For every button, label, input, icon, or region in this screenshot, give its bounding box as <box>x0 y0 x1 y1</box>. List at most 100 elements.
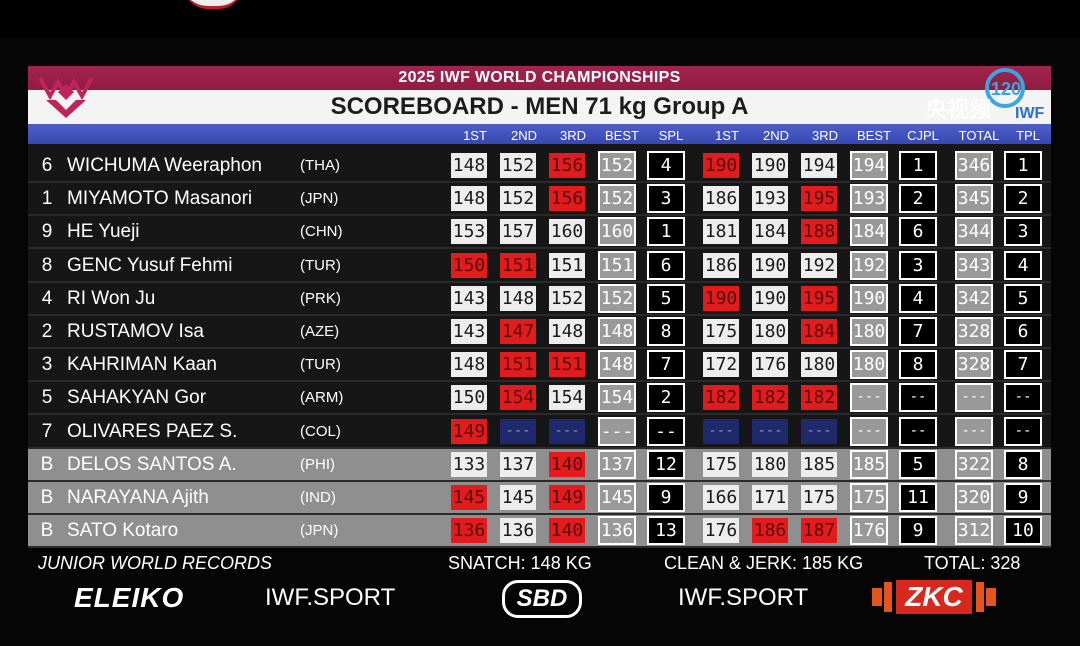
cj-attempt-1: 175 <box>703 319 739 344</box>
snatch-attempt-3: 148 <box>549 319 585 344</box>
sbd-logo: SBD <box>502 580 582 618</box>
lot-number: B <box>40 487 54 508</box>
cj-place: 8 <box>899 350 937 380</box>
cj-place: 1 <box>899 151 937 180</box>
snatch-attempt-3: 151 <box>549 252 585 278</box>
snatch-place: 1 <box>647 217 685 247</box>
snatch-attempt-3: 154 <box>549 385 585 411</box>
cj-best: 175 <box>850 483 888 512</box>
total-place: 3 <box>1004 217 1042 247</box>
snatch-attempt-3: 160 <box>549 219 585 245</box>
snatch-attempt-2: 157 <box>500 219 536 245</box>
snatch-best: 145 <box>598 483 636 512</box>
snatch-attempt-2: --- <box>500 418 536 444</box>
total-score: 345 <box>955 184 993 214</box>
cj-place: 4 <box>899 283 937 313</box>
total-place: 4 <box>1004 250 1042 280</box>
cj-attempt-1: 186 <box>703 252 739 278</box>
athlete-row: 7 OLIVARES PAEZ S. (COL) 149 --- --- --- -- --- -… <box>28 415 1051 449</box>
zkc-text: ZKC <box>896 580 972 614</box>
cj-best: 193 <box>850 184 888 214</box>
snatch-attempt-1: 145 <box>451 485 487 510</box>
snatch-attempt-1: 148 <box>451 186 487 212</box>
total-score: 343 <box>955 250 993 280</box>
cj-attempt-3: 180 <box>801 352 837 378</box>
cj-attempt-3: 195 <box>801 285 837 311</box>
snatch-attempt-2: 145 <box>500 485 536 510</box>
cj-attempt-3: 182 <box>801 385 837 411</box>
snatch-best: 136 <box>598 516 636 546</box>
iwf-sport-link-2: IWF.SPORT <box>678 584 809 611</box>
nation-code: (ARM) <box>300 389 344 407</box>
athlete-row: 8 GENC Yusuf Fehmi (TUR) 150 151 151 151 6 186 19… <box>28 249 1051 283</box>
snatch-attempt-1: 149 <box>451 418 487 444</box>
snatch-place: 6 <box>647 250 685 280</box>
snatch-attempt-3: 140 <box>549 451 585 477</box>
col-3rd-snatch-header: 3RD <box>559 128 586 143</box>
athlete-name: OLIVARES PAEZ S. <box>67 420 238 442</box>
nation-code: (TUR) <box>300 256 341 274</box>
snatch-record: SNATCH: 148 KG <box>448 553 592 573</box>
cj-place: 9 <box>899 516 937 546</box>
col-best-snatch-header: BEST <box>605 128 639 143</box>
nation-code: (THA) <box>300 157 340 174</box>
cctv-watermark: 央视频 <box>924 97 991 122</box>
cj-attempt-1: --- <box>703 418 739 444</box>
cj-attempt-3: 195 <box>801 186 837 212</box>
col-2nd-cj-header: 2ND <box>762 128 789 143</box>
cj-place: 6 <box>899 217 937 247</box>
cj-attempt-3: 175 <box>801 485 837 510</box>
snatch-attempt-1: 136 <box>451 518 487 544</box>
scoreboard-title: SCOREBOARD - MEN 71 kg Group A <box>28 90 1051 124</box>
column-header-bar <box>28 124 1051 144</box>
cj-attempt-1: 176 <box>703 518 739 544</box>
cj-place: 5 <box>899 449 937 479</box>
cj-attempt-2: 176 <box>752 352 788 378</box>
records-label: JUNIOR WORLD RECORDS <box>38 553 273 573</box>
cleanjerk-record: CLEAN & JERK: 185 KG <box>664 553 864 573</box>
athlete-name: NARAYANA Ajith <box>67 487 209 508</box>
snatch-place: 9 <box>647 483 685 512</box>
cj-place: 3 <box>899 250 937 280</box>
snatch-attempt-1: 143 <box>451 285 487 311</box>
nation-code: (TUR) <box>300 356 341 374</box>
total-place: 10 <box>1004 516 1042 546</box>
sponsor-bar: ELEIKO IWF.SPORT SBD IWF.SPORT ZKC <box>0 578 1080 628</box>
cj-best: 180 <box>850 317 888 346</box>
cj-place: 7 <box>899 317 937 346</box>
total-score: 320 <box>955 483 993 512</box>
athlete-name: GENC Yusuf Fehmi <box>67 254 233 276</box>
snatch-place: 3 <box>647 184 685 214</box>
eleiko-logo: ELEIKO <box>74 582 185 613</box>
nation-code: (COL) <box>300 422 341 440</box>
snatch-place: 8 <box>647 317 685 346</box>
snatch-attempt-3: 156 <box>549 186 585 212</box>
cj-best: --- <box>850 416 888 446</box>
cj-best: 194 <box>850 151 888 180</box>
snatch-best: 137 <box>598 449 636 479</box>
athlete-row: 4 RI Won Ju (PRK) 143 148 152 152 5 190 190 195 190… <box>28 282 1051 316</box>
cj-attempt-2: 180 <box>752 319 788 344</box>
cj-attempt-3: 192 <box>801 252 837 278</box>
cj-attempt-1: 190 <box>703 153 739 178</box>
cj-attempt-2: 186 <box>752 518 788 544</box>
nation-code: (JPN) <box>300 190 339 208</box>
snatch-attempt-2: 151 <box>500 352 536 378</box>
athlete-name: RI Won Ju <box>67 287 156 309</box>
total-place: -- <box>1004 383 1042 413</box>
cj-attempt-2: 180 <box>752 451 788 477</box>
athlete-row: 3 KAHRIMAN Kaan (TUR) 148 151 151 148 7 172 176 18… <box>28 349 1051 383</box>
athlete-row: B DELOS SANTOS A. (PHI) 133 137 140 137 12 175 18… <box>28 448 1051 482</box>
cj-attempt-2: 190 <box>752 252 788 278</box>
cj-attempt-3: 194 <box>801 153 837 178</box>
athlete-row: 2 RUSTAMOV Isa (AZE) 143 147 148 148 8 175 180 184… <box>28 316 1051 349</box>
col-total-header: TOTAL <box>958 128 1000 143</box>
cj-attempt-1: 190 <box>703 285 739 311</box>
athlete-name: SAHAKYAN Gor <box>67 387 207 409</box>
snatch-attempt-2: 147 <box>500 319 536 344</box>
cj-attempt-2: 184 <box>752 219 788 245</box>
lot-number: 4 <box>41 287 53 309</box>
athlete-name: HE Yueji <box>67 221 140 243</box>
svg-text:IWF: IWF <box>1015 105 1045 122</box>
col-3rd-cj-header: 3RD <box>811 128 838 143</box>
